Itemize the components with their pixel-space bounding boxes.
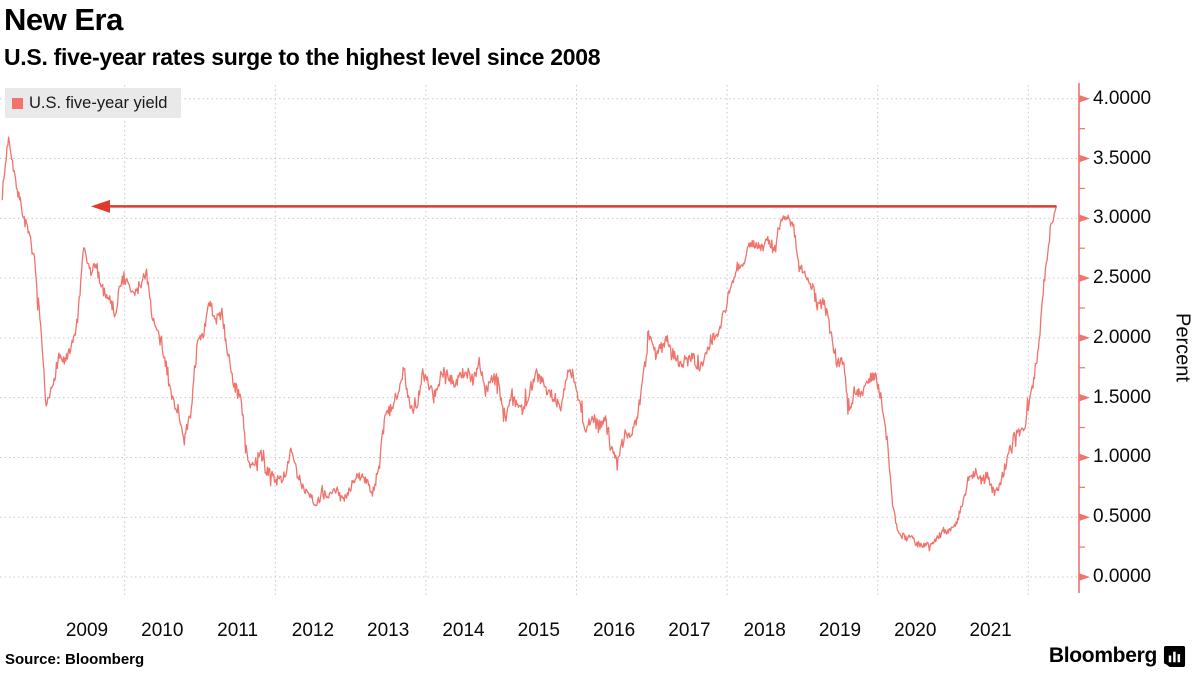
bloomberg-wordmark: Bloomberg xyxy=(1048,644,1157,667)
x-tick-label: 2009 xyxy=(65,620,109,641)
y-tick-label: 3.5000 xyxy=(1093,147,1152,169)
series-swatch-icon xyxy=(12,97,23,109)
legend-series-label: U.S. five-year yield xyxy=(29,93,168,112)
bloomberg-logo: Bloomberg xyxy=(1049,644,1186,668)
y-tick-label: 1.0000 xyxy=(1093,446,1152,468)
x-tick-label: 2021 xyxy=(969,620,1012,641)
x-tick-label: 2016 xyxy=(592,620,636,641)
x-tick-label: 2010 xyxy=(141,620,184,641)
major-tick-icon xyxy=(1079,154,1090,163)
x-tick-label: 2014 xyxy=(442,620,485,641)
x-tick-label: 2019 xyxy=(818,620,862,641)
arrow-annotation-head-icon xyxy=(91,199,110,213)
y-tick-label: 0.5000 xyxy=(1093,506,1152,528)
major-tick-icon xyxy=(1079,94,1090,103)
page-title: New Era xyxy=(4,2,123,37)
legend: U.S. five-year yield xyxy=(5,88,182,118)
major-tick-icon xyxy=(1079,513,1090,522)
source-credit: Source: Bloomberg xyxy=(5,651,145,668)
y-tick-label: 2.0000 xyxy=(1093,326,1152,348)
x-tick-label: 2018 xyxy=(743,620,786,641)
major-tick-icon xyxy=(1079,573,1090,581)
yield-line xyxy=(1,136,1058,552)
y-tick-label: 0.0000 xyxy=(1093,566,1152,587)
x-tick-label: 2012 xyxy=(291,620,335,641)
x-tick-label: 2011 xyxy=(217,620,259,641)
y-tick-label: 1.5000 xyxy=(1093,386,1152,408)
x-tick-label: 2017 xyxy=(668,620,711,641)
x-tick-label: 2015 xyxy=(517,620,560,641)
x-tick-label: 2013 xyxy=(367,620,410,641)
major-tick-icon xyxy=(1079,334,1090,342)
chart-subtitle: U.S. five-year rates surge to the highes… xyxy=(4,44,601,70)
major-tick-icon xyxy=(1079,393,1090,402)
y-tick-label: 2.5000 xyxy=(1093,267,1152,289)
major-tick-icon xyxy=(1079,274,1090,282)
major-tick-icon xyxy=(1079,453,1090,462)
y-tick-label: 3.0000 xyxy=(1093,207,1152,229)
y-tick-label: 4.0000 xyxy=(1093,87,1152,109)
x-tick-label: 2020 xyxy=(894,620,937,641)
major-tick-icon xyxy=(1079,214,1090,223)
bloomberg-terminal-icon xyxy=(1163,645,1186,667)
